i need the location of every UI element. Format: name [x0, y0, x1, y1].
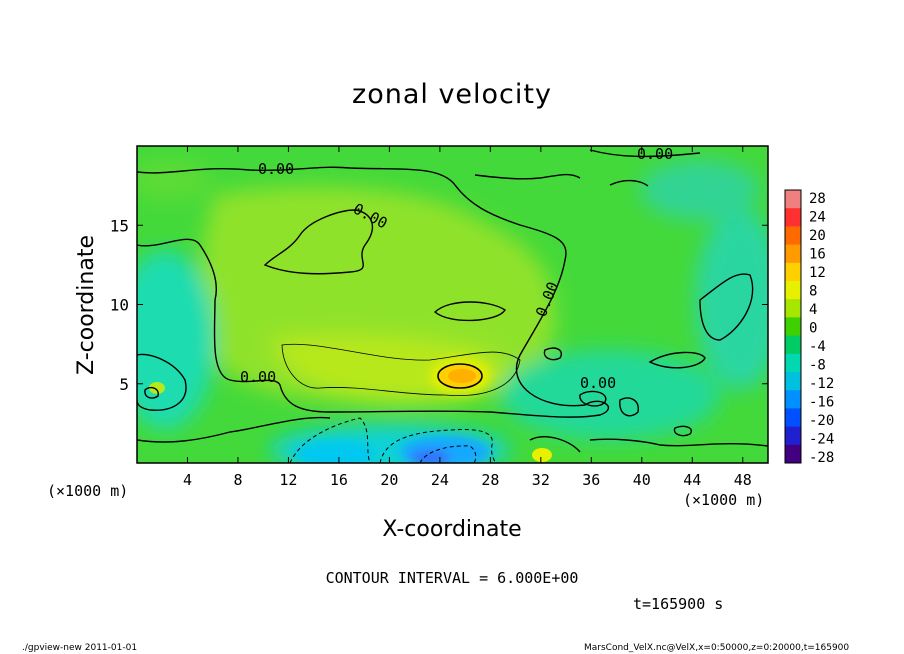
x-tick-label: 48 [734, 471, 752, 489]
colorbar-label: 0 [809, 321, 817, 337]
contour-label: 0.00 [240, 368, 276, 386]
colorbar-swatch [785, 226, 801, 246]
x-unit-right: (×1000 m) [683, 491, 764, 509]
colorbar-swatch [785, 317, 801, 337]
x-tick-label: 8 [233, 471, 242, 489]
x-tick-label: 24 [431, 471, 449, 489]
colorbar-swatch [785, 408, 801, 428]
contour-label: 0.00 [580, 374, 616, 392]
colorbar-label: 28 [809, 191, 826, 207]
contour-interval: CONTOUR INTERVAL = 6.000E+00 [326, 569, 579, 587]
x-unit-left: (×1000 m) [47, 482, 128, 500]
colorbar-swatch [785, 444, 801, 464]
colorbar-swatch [785, 372, 801, 391]
colorbar-label: -20 [809, 413, 834, 429]
contour-label: 0.00 [258, 160, 294, 178]
x-tick-label: 32 [532, 471, 550, 489]
colorbar-swatch [785, 190, 801, 209]
colorbar-swatch [785, 281, 801, 300]
colorbar-label: 8 [809, 284, 817, 300]
colorbar-swatch [785, 244, 801, 264]
colorbar: 28 24 20 16 12 8 4 0 -4 -8 -12 -16 -20 -24 -28 [784, 189, 834, 466]
colorbar-label: 20 [809, 228, 826, 244]
x-tick-label: 40 [633, 471, 651, 489]
colorbar-swatch [785, 335, 801, 355]
colorbar-frame [784, 189, 802, 464]
time-label: t=165900 s [633, 595, 723, 613]
colorbar-swatch [785, 390, 801, 409]
y-tick-label: 10 [110, 296, 129, 315]
colorbar-label: -28 [809, 450, 834, 466]
chart-title: zonal velocity [352, 79, 552, 110]
x-tick-label: 4 [183, 471, 192, 489]
x-tick-label: 28 [481, 471, 499, 489]
colorbar-label: -12 [809, 376, 834, 392]
x-tick-label: 36 [582, 471, 600, 489]
colorbar-label: 4 [809, 302, 817, 318]
footer-right: MarsCond_VelX.nc@VelX,x=0:50000,z=0:2000… [584, 643, 849, 653]
y-axis: 5 10 15 [110, 216, 768, 394]
colorbar-swatch [785, 262, 801, 282]
colorbar-swatch [785, 208, 801, 227]
plot-area [136, 145, 769, 464]
colorbar-label: -16 [809, 395, 834, 411]
colorbar-swatch [785, 353, 801, 373]
colorbar-label: -4 [809, 339, 826, 355]
colorbar-swatch [785, 426, 801, 446]
x-tick-label: 16 [330, 471, 348, 489]
x-tick-label: 12 [279, 471, 297, 489]
colorbar-label: -24 [809, 432, 834, 448]
colorbar-label: 24 [809, 210, 826, 226]
y-axis-label: Z-coordinate [74, 235, 99, 375]
contour-label: 0.00 [637, 145, 673, 163]
footer-left: ./gpview-new 2011-01-01 [22, 643, 137, 653]
colorbar-label: 16 [809, 247, 826, 263]
colorbar-label: -8 [809, 358, 826, 374]
y-tick-label: 5 [119, 375, 129, 394]
x-tick-label: 20 [380, 471, 398, 489]
x-tick-label: 44 [683, 471, 701, 489]
x-axis: 4 8 12 16 20 24 28 32 36 40 44 48 [183, 146, 752, 489]
colorbar-swatch [785, 299, 801, 318]
y-tick-label: 15 [110, 216, 129, 235]
colorbar-label: 12 [809, 265, 826, 281]
x-axis-label: X-coordinate [382, 517, 521, 542]
